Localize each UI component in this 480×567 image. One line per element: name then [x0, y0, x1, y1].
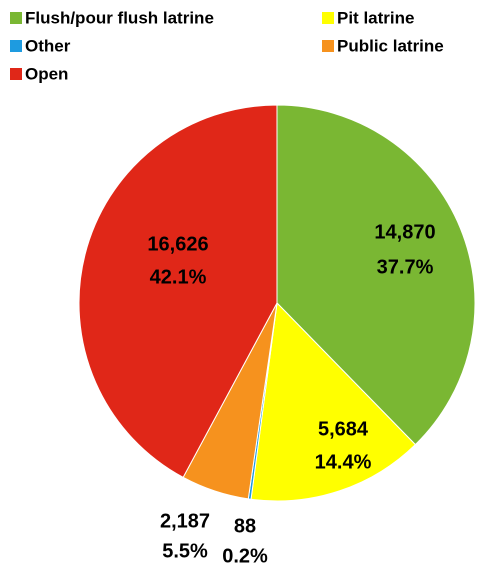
value-label: 14,870	[374, 221, 435, 243]
legend-swatch	[10, 68, 22, 80]
legend-swatch	[10, 40, 22, 52]
pie-slice	[276, 104, 476, 446]
pie-slice	[250, 301, 417, 502]
legend-swatch	[10, 12, 22, 24]
value-label: 2,187	[160, 510, 210, 532]
legend-label: Pit latrine	[337, 8, 414, 27]
legend-swatch	[322, 40, 334, 52]
legend-swatch	[322, 12, 334, 24]
legend-label: Public latrine	[337, 36, 444, 55]
percent-label: 14.4%	[315, 451, 372, 473]
percent-label: 37.7%	[377, 256, 434, 278]
percent-label: 42.1%	[150, 266, 207, 288]
pie-slice	[78, 104, 278, 479]
legend-label: Other	[25, 36, 71, 55]
value-label: 5,684	[318, 418, 369, 440]
legend-label: Open	[25, 64, 68, 83]
value-label: 88	[234, 515, 256, 537]
percent-label: 5.5%	[162, 540, 208, 562]
value-label: 16,626	[147, 233, 208, 255]
legend-label: Flush/pour flush latrine	[25, 8, 214, 27]
percent-label: 0.2%	[222, 545, 268, 567]
